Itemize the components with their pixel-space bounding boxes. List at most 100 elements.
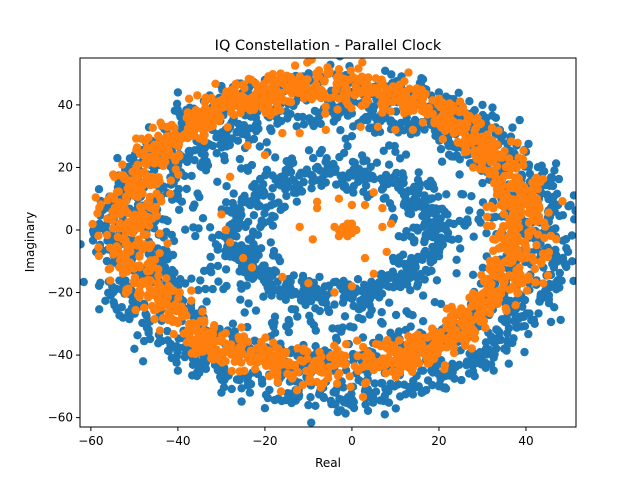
blue-data-point xyxy=(389,283,398,292)
blue-data-point xyxy=(512,320,521,329)
blue-data-point xyxy=(419,222,428,231)
blue-data-point xyxy=(257,216,266,225)
blue-data-point xyxy=(420,275,429,284)
orange-data-point xyxy=(133,160,142,169)
orange-data-point xyxy=(453,138,463,147)
orange-data-point xyxy=(227,366,236,376)
blue-data-point xyxy=(406,322,415,331)
blue-data-point xyxy=(263,283,272,292)
y-tick-label: −60 xyxy=(48,411,73,425)
orange-data-point xyxy=(154,173,163,182)
blue-data-point xyxy=(333,324,343,333)
orange-data-point xyxy=(108,207,117,216)
orange-data-point xyxy=(195,134,204,143)
blue-data-point xyxy=(390,382,399,391)
blue-data-point xyxy=(385,298,394,307)
orange-data-point xyxy=(509,274,519,283)
blue-data-point xyxy=(475,348,485,357)
blue-data-point xyxy=(436,214,445,223)
orange-data-point xyxy=(468,299,478,308)
blue-data-point xyxy=(366,162,375,172)
orange-data-point xyxy=(404,332,413,341)
orange-data-point xyxy=(524,218,534,227)
orange-data-point xyxy=(490,169,500,178)
orange-data-point xyxy=(307,377,316,386)
orange-data-point xyxy=(308,84,317,94)
blue-data-point xyxy=(378,319,387,328)
orange-data-point xyxy=(499,209,508,219)
orange-data-point xyxy=(120,205,130,214)
orange-data-point xyxy=(544,208,553,217)
blue-data-point xyxy=(104,288,113,297)
orange-data-point xyxy=(539,218,549,227)
orange-data-point xyxy=(130,273,140,282)
orange-data-point xyxy=(481,144,491,154)
blue-data-point xyxy=(357,151,367,160)
blue-data-point xyxy=(467,192,476,201)
blue-data-point xyxy=(315,148,325,158)
orange-data-point xyxy=(457,119,467,129)
orange-data-point xyxy=(187,296,196,305)
blue-data-point xyxy=(289,158,298,167)
blue-data-point xyxy=(331,400,340,409)
orange-data-point xyxy=(363,348,373,357)
orange-data-point xyxy=(378,203,387,213)
blue-data-point xyxy=(363,406,373,415)
x-tick-label: −60 xyxy=(78,434,103,448)
blue-data-point xyxy=(145,334,155,344)
orange-data-point xyxy=(391,125,400,135)
orange-data-point xyxy=(154,271,163,280)
orange-data-point xyxy=(271,363,280,372)
blue-data-point xyxy=(421,207,430,216)
blue-data-point xyxy=(219,284,228,294)
blue-data-point xyxy=(406,286,415,295)
blue-data-point xyxy=(322,154,331,163)
orange-data-point xyxy=(321,102,330,111)
blue-data-point xyxy=(340,312,350,321)
blue-data-point xyxy=(546,317,556,327)
orange-data-point xyxy=(371,340,381,349)
blue-data-point xyxy=(358,285,368,295)
orange-data-point xyxy=(404,68,413,77)
x-tick-label: −20 xyxy=(252,434,277,448)
blue-data-point xyxy=(350,158,359,168)
blue-data-point xyxy=(266,238,275,247)
blue-data-point xyxy=(331,388,340,397)
orange-data-point xyxy=(353,351,362,361)
orange-data-point xyxy=(497,242,506,251)
orange-data-point xyxy=(428,109,437,119)
blue-data-point xyxy=(408,390,418,399)
orange-data-point xyxy=(514,174,523,183)
blue-data-point xyxy=(430,126,440,135)
orange-data-point xyxy=(427,342,437,352)
blue-data-point xyxy=(409,376,418,386)
orange-data-point xyxy=(316,383,325,392)
orange-data-point xyxy=(118,160,127,169)
orange-data-point xyxy=(278,128,287,138)
orange-data-point xyxy=(459,322,468,331)
orange-data-point xyxy=(264,103,273,113)
orange-data-point xyxy=(172,301,181,311)
orange-data-point xyxy=(170,123,179,133)
orange-data-point xyxy=(264,72,273,81)
orange-data-point xyxy=(455,97,465,106)
orange-data-point xyxy=(159,161,168,171)
orange-data-point xyxy=(381,343,391,352)
orange-data-point xyxy=(532,240,541,250)
orange-data-point xyxy=(276,69,285,78)
blue-data-point xyxy=(454,234,463,244)
blue-data-point xyxy=(237,397,246,406)
blue-data-point xyxy=(245,388,255,397)
orange-data-point xyxy=(298,380,308,390)
orange-data-point xyxy=(340,360,349,369)
orange-data-point xyxy=(189,128,198,137)
orange-data-point xyxy=(193,91,202,100)
blue-data-point xyxy=(566,200,575,210)
orange-data-point xyxy=(382,247,391,257)
blue-data-point xyxy=(88,236,98,245)
x-tick-label: 0 xyxy=(348,434,356,448)
orange-data-point xyxy=(354,64,363,73)
orange-data-point xyxy=(334,94,344,103)
orange-data-point xyxy=(439,334,448,343)
blue-data-point xyxy=(428,242,437,252)
